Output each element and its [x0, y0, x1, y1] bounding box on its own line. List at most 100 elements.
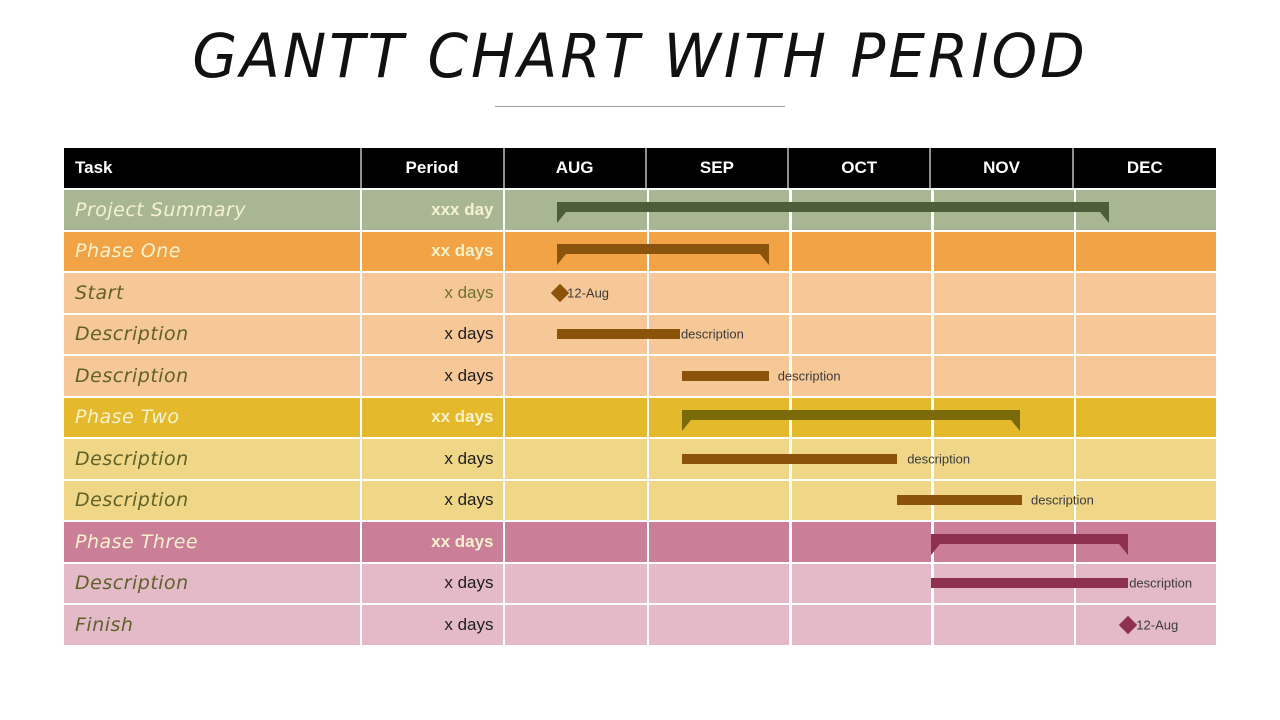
period-cell: xx days	[362, 397, 505, 437]
bar-label: description	[907, 451, 971, 467]
chart-cell	[505, 397, 1217, 437]
summary-bar-right-end-icon	[1100, 212, 1110, 223]
task-cell: Description	[64, 563, 362, 603]
title-block: GANTT CHART WITH PERIOD	[0, 20, 1280, 107]
month-gridline	[1073, 231, 1077, 271]
task-cell: Phase One	[64, 231, 362, 271]
milestone-diamond-icon	[1118, 615, 1137, 634]
month-gridline	[931, 356, 934, 396]
chart-cell	[505, 522, 1217, 562]
month-gridline	[789, 356, 792, 396]
table-row: Phase One xx days	[64, 229, 1217, 271]
month-gridline	[789, 231, 792, 271]
summary-bar-left-end-icon	[931, 544, 941, 555]
task-cell: Project Summary	[64, 190, 362, 230]
bar-label: description	[1031, 492, 1094, 508]
period-cell: x days	[362, 439, 505, 479]
month-gridline	[646, 522, 650, 562]
bar-label: description	[777, 368, 841, 384]
period-cell: x days	[362, 273, 505, 313]
period-cell: x days	[362, 563, 505, 603]
header-row: Task Period AUG SEP OCT NOV DEC	[64, 148, 1216, 188]
bar-label: 12-Aug	[567, 285, 610, 301]
summary-bar-left-end-icon	[557, 212, 567, 223]
column-header: NOV	[931, 148, 1074, 188]
month-gridline	[1073, 314, 1077, 354]
summary-bar	[557, 202, 1110, 224]
column-header: OCT	[789, 148, 932, 188]
chart-cell: description	[505, 439, 1217, 479]
task-cell: Phase Two	[64, 397, 362, 437]
summary-bar-right-end-icon	[1118, 544, 1128, 555]
chart-cell: description	[505, 563, 1217, 603]
bar-label: 12-Aug	[1136, 617, 1179, 633]
month-gridline	[789, 605, 792, 645]
chart-cell	[505, 190, 1217, 230]
chart-cell: 12-Aug	[505, 605, 1217, 645]
month-gridline	[931, 605, 934, 645]
month-gridline	[1073, 356, 1077, 396]
month-gridline	[931, 439, 934, 479]
column-header: Period	[362, 148, 505, 188]
summary-bar-right-end-icon	[1010, 419, 1020, 431]
month-gridline	[646, 273, 650, 313]
summary-bar-body	[931, 534, 1128, 544]
month-gridline	[1073, 273, 1077, 313]
month-gridline	[789, 522, 792, 562]
period-cell: xx days	[362, 231, 505, 271]
period-cell: xxx day	[362, 190, 505, 230]
task-bar	[682, 453, 898, 464]
bar-label: description	[680, 326, 744, 342]
month-gridline	[789, 480, 792, 520]
task-cell: Description	[64, 356, 362, 396]
summary-bar-body	[682, 409, 1020, 420]
period-cell: x days	[362, 480, 505, 520]
chart-cell: description	[505, 356, 1217, 396]
table-row: Project Summary xxx day	[64, 188, 1216, 230]
column-header: DEC	[1126, 158, 1163, 177]
month-gridline	[646, 439, 650, 479]
chart-cell	[505, 231, 1217, 271]
period-cell: x days	[362, 605, 505, 645]
task-cell: Description	[64, 439, 362, 479]
month-gridline	[789, 563, 792, 603]
month-gridline	[931, 314, 934, 354]
period-cell: x days	[362, 356, 505, 396]
task-bar	[931, 578, 1128, 589]
column-header: Task	[64, 148, 362, 188]
bar-label: description	[1129, 575, 1193, 591]
column-header: AUG	[505, 148, 647, 188]
month-gridline	[646, 480, 650, 520]
month-gridline	[646, 563, 650, 603]
summary-bar	[557, 243, 770, 266]
month-gridline	[931, 231, 934, 271]
month-gridline	[1073, 480, 1077, 520]
chart-cell: description	[505, 480, 1217, 520]
summary-bar-body	[557, 243, 770, 254]
table-row: Finish x days 12-Aug	[64, 603, 1216, 645]
month-gridline	[1073, 605, 1077, 645]
milestone-diamond-icon	[550, 283, 569, 302]
month-gridline	[646, 397, 650, 437]
month-gridline	[1073, 439, 1077, 479]
chart-cell: 12-Aug	[505, 273, 1217, 313]
page-title: GANTT CHART WITH PERIOD	[192, 20, 1088, 92]
table-row: Description x days description	[64, 354, 1216, 396]
month-gridline	[646, 356, 650, 396]
period-cell: x days	[362, 314, 505, 354]
table-row: Description x days description	[64, 478, 1217, 520]
table-row: Description x days description	[64, 561, 1217, 603]
task-cell: Description	[64, 480, 362, 520]
table-row: Phase Three xx days	[64, 520, 1216, 562]
task-cell: Description	[64, 314, 362, 354]
summary-bar-left-end-icon	[557, 253, 567, 265]
gantt-table: Task Period AUG SEP OCT NOV DEC Project Summar…	[64, 148, 1216, 645]
gantt-body: Project Summary xxx day Phase One xx days St…	[64, 188, 1216, 645]
summary-bar-right-end-icon	[760, 253, 770, 265]
table-row: Start x days 12-Aug	[64, 271, 1216, 313]
table-row: Description x days description	[64, 437, 1216, 479]
title-underline	[495, 106, 785, 107]
task-bar	[557, 329, 680, 340]
task-bar	[682, 370, 770, 381]
